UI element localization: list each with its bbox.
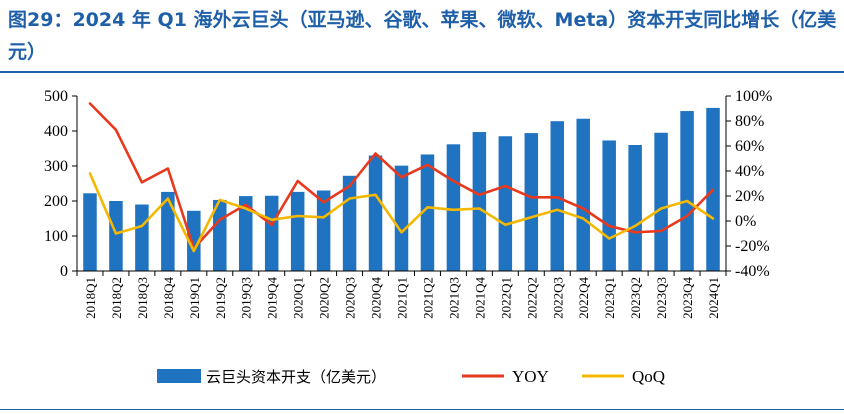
x-tick-label-2020Q2: 2020Q2 [317,277,332,319]
title-divider [0,71,844,73]
legend: 云巨头资本开支（亿美元） YOY QoQ [157,367,665,386]
right-tick-label: 80% [735,113,764,130]
x-tick-label-2023Q1: 2023Q1 [602,277,617,319]
right-tick-label: 60% [735,138,764,155]
x-tick-label-2021Q4: 2021Q4 [472,277,487,319]
x-tick-label-2021Q3: 2021Q3 [446,277,461,319]
x-tick-label-2022Q2: 2022Q2 [524,277,539,319]
bar-2022Q4 [576,118,590,271]
left-tick-label: 300 [44,158,68,175]
x-tick-label-2019Q3: 2019Q3 [239,277,254,319]
bar-2019Q4 [264,195,279,271]
legend-swatch-bar [157,369,201,383]
x-tick-label-2022Q1: 2022Q1 [498,277,513,319]
x-tick-label-2024Q1: 2024Q1 [706,277,721,319]
x-tick-label-2020Q3: 2020Q3 [343,277,358,319]
left-tick-label: 500 [44,88,68,105]
bar-2023Q4 [680,111,694,271]
axes: 0 100 200 300 400 500 -40% -20% 0% 20% 40% 60% 80% 10… [44,88,772,319]
bar-2018Q4 [161,191,175,271]
x-tick-label-2018Q3: 2018Q3 [135,277,150,319]
line-series [88,102,715,253]
x-tick-label-2018Q4: 2018Q4 [161,277,176,319]
bar-2021Q3 [446,144,461,271]
bottom-divider [0,409,844,410]
left-tick-label: 100 [44,228,68,245]
x-tick-label-2023Q2: 2023Q2 [628,277,643,319]
x-tick-label-2023Q3: 2023Q3 [654,277,669,319]
qoq-line [88,172,715,253]
bar-2020Q2 [316,190,331,271]
x-tick-label-2022Q3: 2022Q3 [550,277,565,319]
x-tick-label-2019Q1: 2019Q1 [187,277,202,319]
bar-2020Q1 [290,191,305,271]
bar-2018Q2 [109,201,123,271]
right-tick-label: -40% [735,263,770,280]
x-tick-label-2020Q1: 2020Q1 [291,277,306,319]
x-tick-label-2023Q4: 2023Q4 [680,277,695,319]
x-tick-label-2020Q4: 2020Q4 [369,277,384,319]
right-tick-label: 100% [735,88,772,105]
x-tick-label-2021Q2: 2021Q2 [420,277,435,319]
right-tick-label: 20% [735,188,764,205]
bar-2019Q3 [238,196,253,271]
right-tick-label: -20% [735,238,770,255]
bar-series [83,107,720,272]
bar-2022Q1 [498,136,513,271]
bar-2018Q3 [135,204,149,271]
legend-label-qoq: QoQ [632,367,665,386]
x-tick-label-2022Q4: 2022Q4 [576,277,591,319]
bar-2019Q1 [187,210,201,271]
x-tick-label-2018Q1: 2018Q1 [83,277,98,319]
bar-2022Q2 [524,133,539,271]
bar-2023Q1 [602,140,616,271]
bar-2021Q4 [472,132,487,271]
bar-2023Q2 [628,145,642,271]
bar-2020Q4 [368,155,383,271]
right-tick-label: 0% [735,213,756,230]
bar-2021Q1 [394,165,409,271]
x-tick-label-2019Q2: 2019Q2 [213,277,228,319]
left-tick-label: 200 [44,193,68,210]
bar-2023Q3 [654,132,668,271]
legend-label-bar: 云巨头资本开支（亿美元） [206,368,386,386]
x-tick-label-2018Q2: 2018Q2 [109,277,124,319]
x-tick-label-2021Q1: 2021Q1 [395,277,410,319]
left-tick-label: 400 [44,123,68,140]
bar-2018Q1 [83,193,97,271]
left-tick-label: 0 [60,263,68,280]
legend-label-yoy: YOY [512,367,549,386]
bar-2021Q2 [420,154,435,271]
chart-title: 图29：2024 年 Q1 海外云巨头（亚马逊、谷歌、苹果、微软、Meta）资本… [8,9,837,63]
x-tick-label-2019Q4: 2019Q4 [265,277,280,319]
right-tick-label: 40% [735,163,764,180]
